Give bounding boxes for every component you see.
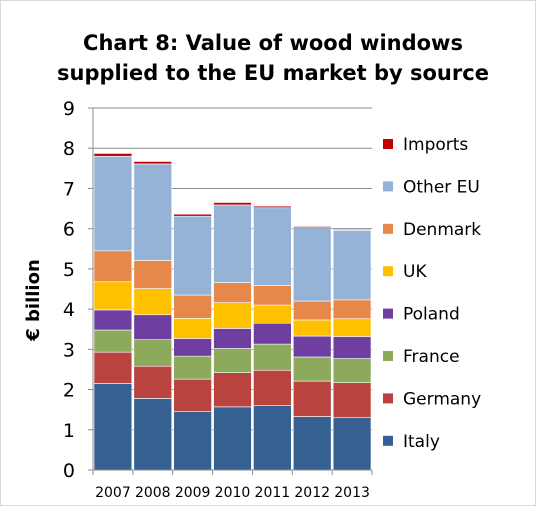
bar-segment-denmark-2012 xyxy=(292,300,332,321)
bar-segment-poland-2007 xyxy=(93,309,133,331)
bar-segment-italy-2007 xyxy=(93,383,133,471)
legend-swatch-france xyxy=(383,351,393,361)
chart-title-line-2: supplied to the EU market by source xyxy=(57,61,489,85)
bars xyxy=(93,153,372,471)
y-tick-label: 7 xyxy=(63,178,75,200)
bar-segment-germany-2008 xyxy=(133,365,173,399)
y-tick-label: 2 xyxy=(63,380,75,402)
legend-label-imports: Imports xyxy=(403,135,468,155)
bar-segment-denmark-2013 xyxy=(332,299,372,320)
bar-segment-uk-2010 xyxy=(213,302,252,329)
bar-segment-imports-2013 xyxy=(332,229,372,231)
y-tick-label: 0 xyxy=(63,460,75,482)
legend-swatch-poland xyxy=(383,308,393,319)
x-tick-label: 2012 xyxy=(294,485,330,501)
bar-segment-poland-2009 xyxy=(173,338,212,357)
x-tick-label: 2013 xyxy=(334,485,370,501)
legend-label-other-eu: Other EU xyxy=(403,177,480,197)
bar-segment-poland-2013 xyxy=(332,336,372,359)
bar-segment-germany-2010 xyxy=(213,372,252,408)
axes: 0 1 2 3 4 5 6 7 8 9 2007 2008 2009 2010 2011 2012 2013 xyxy=(63,98,373,501)
bar-segment-denmark-2010 xyxy=(213,282,252,303)
legend-swatch-italy xyxy=(383,435,393,446)
bar-segment-france-2007 xyxy=(93,329,133,353)
bar-segment-denmark-2007 xyxy=(93,250,133,283)
bar-segment-imports-2010 xyxy=(213,202,252,206)
bar-segment-poland-2008 xyxy=(133,314,173,340)
x-tick-label: 2007 xyxy=(95,485,131,501)
bar-segment-denmark-2008 xyxy=(133,260,173,289)
bar-segment-poland-2010 xyxy=(213,328,252,349)
x-tick-label: 2010 xyxy=(215,485,251,501)
legend-label-poland: Poland xyxy=(403,305,460,325)
chart-title-line-1: Chart 8: Value of wood windows xyxy=(83,31,463,55)
bar-segment-other-eu-2011 xyxy=(253,207,292,286)
bar-segment-other-eu-2013 xyxy=(332,229,372,301)
x-tick-label: 2008 xyxy=(135,485,171,501)
bar-segment-denmark-2011 xyxy=(253,285,292,306)
y-axis-label: € billion xyxy=(23,259,44,342)
bar-segment-imports-2012 xyxy=(292,225,332,227)
bar-segment-germany-2009 xyxy=(173,378,212,412)
legend-label-uk: UK xyxy=(403,262,427,282)
bar-segment-italy-2011 xyxy=(253,405,292,471)
bar-segment-france-2013 xyxy=(332,358,372,384)
legend-swatch-germany xyxy=(383,393,393,404)
bar-segment-poland-2012 xyxy=(292,335,332,358)
legend-label-france: France xyxy=(403,347,460,367)
bar-segment-imports-2011 xyxy=(253,205,292,209)
bar-segment-other-eu-2008 xyxy=(133,163,173,261)
bar-segment-uk-2009 xyxy=(173,318,212,339)
bar-segment-uk-2008 xyxy=(133,288,173,316)
bar-segment-germany-2012 xyxy=(292,380,332,417)
bar-segment-imports-2008 xyxy=(133,161,173,165)
bar-segment-other-eu-2009 xyxy=(173,215,212,296)
bar-segment-poland-2011 xyxy=(253,322,292,345)
bar-segment-france-2008 xyxy=(133,339,173,367)
bar-segment-other-eu-2010 xyxy=(213,204,252,283)
y-tick-label: 6 xyxy=(63,219,75,241)
bar-segment-france-2010 xyxy=(213,348,252,373)
legend-swatch-imports xyxy=(383,139,393,149)
bar-segment-imports-2009 xyxy=(173,213,212,217)
bar-segment-france-2009 xyxy=(173,355,212,380)
y-tick-label: 9 xyxy=(63,98,75,120)
legend-swatch-other-eu xyxy=(383,181,393,192)
bar-segment-italy-2012 xyxy=(292,416,332,471)
bar-segment-italy-2010 xyxy=(213,406,252,471)
bar-segment-uk-2011 xyxy=(253,304,292,324)
bar-segment-germany-2011 xyxy=(253,369,292,406)
bar-segment-imports-2007 xyxy=(93,153,133,157)
bar-segment-denmark-2009 xyxy=(173,294,212,319)
bar-segment-other-eu-2007 xyxy=(93,155,133,252)
legend-swatch-uk xyxy=(383,266,393,277)
bar-segment-france-2011 xyxy=(253,343,292,371)
bar-segment-italy-2008 xyxy=(133,398,173,471)
bar-segment-germany-2007 xyxy=(93,351,133,384)
legend: Imports Other EU Denmark UK Poland France Germ… xyxy=(383,135,481,452)
legend-swatch-denmark xyxy=(383,223,393,234)
legend-label-italy: Italy xyxy=(403,432,440,452)
bar-segment-germany-2013 xyxy=(332,382,372,419)
y-tick-label: 4 xyxy=(63,299,75,321)
y-tick-label: 1 xyxy=(63,420,75,442)
bar-segment-other-eu-2012 xyxy=(292,226,332,302)
bar-segment-uk-2007 xyxy=(93,281,133,311)
y-tick-label: 8 xyxy=(63,138,75,160)
bar-segment-france-2012 xyxy=(292,356,332,382)
bar-segment-uk-2013 xyxy=(332,318,372,337)
legend-label-germany: Germany xyxy=(403,389,481,409)
legend-label-denmark: Denmark xyxy=(403,220,481,240)
bar-segment-italy-2013 xyxy=(332,417,372,471)
x-tick-label: 2009 xyxy=(175,485,211,501)
y-tick-label: 3 xyxy=(63,339,75,361)
x-tick-label: 2011 xyxy=(255,485,291,501)
bar-segment-italy-2009 xyxy=(173,410,212,471)
y-tick-label: 5 xyxy=(63,259,75,281)
bar-segment-uk-2012 xyxy=(292,319,332,337)
